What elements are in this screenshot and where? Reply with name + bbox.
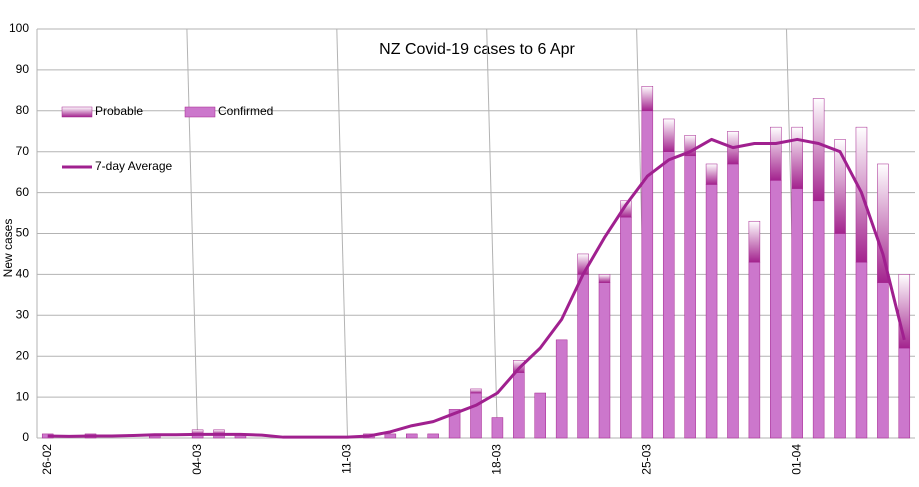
bar xyxy=(684,135,696,157)
bar xyxy=(791,126,803,189)
bar xyxy=(470,388,482,394)
bar xyxy=(470,392,482,439)
x-tick-label: 01-04 xyxy=(789,444,803,475)
y-tick-label: 30 xyxy=(16,307,30,321)
bar xyxy=(877,163,889,283)
bar xyxy=(727,163,739,439)
bar xyxy=(427,433,439,439)
bar xyxy=(641,86,654,112)
bar xyxy=(855,261,868,439)
bar xyxy=(491,417,504,439)
bar xyxy=(705,184,718,439)
x-tick-label: 11-03 xyxy=(340,444,354,474)
bar xyxy=(684,155,696,439)
bar xyxy=(898,347,911,439)
bar xyxy=(770,126,782,181)
bar xyxy=(534,392,546,439)
line xyxy=(47,137,906,439)
x-tick-label: 26-02 xyxy=(40,444,54,475)
y-tick-label: 90 xyxy=(16,62,30,76)
y-tick-label: 40 xyxy=(16,267,30,281)
y-tick-label: 0 xyxy=(22,430,29,444)
bar xyxy=(877,282,889,439)
y-tick-label: 50 xyxy=(16,226,30,240)
legend-label: Confirmed xyxy=(218,104,273,118)
bar xyxy=(770,180,782,439)
bar xyxy=(662,151,675,439)
y-tick-label: 10 xyxy=(16,389,30,403)
y-tick-label: 70 xyxy=(16,144,30,158)
y-tick-label: 100 xyxy=(9,21,29,35)
x-tick-label: 25-03 xyxy=(639,444,653,475)
bar xyxy=(898,274,911,349)
x-tick-label: 18-03 xyxy=(490,444,504,475)
bar xyxy=(577,253,589,275)
bar xyxy=(748,220,761,263)
bar xyxy=(620,200,632,218)
bar xyxy=(834,139,846,234)
chart-title: NZ Covid-19 cases to 6 Apr xyxy=(379,41,575,58)
bar xyxy=(384,433,397,439)
legend-swatch xyxy=(61,106,93,118)
bar xyxy=(598,274,611,283)
bar xyxy=(748,261,761,439)
grid-line-vertical xyxy=(186,28,199,439)
x-tick-label: 04-03 xyxy=(190,444,204,475)
legend-label: Probable xyxy=(95,104,143,118)
grid-line-vertical xyxy=(336,28,349,439)
y-tick-label: 60 xyxy=(16,185,30,199)
bar xyxy=(812,98,825,202)
bar xyxy=(705,163,718,185)
bar xyxy=(406,433,418,439)
y-axis-label: New cases xyxy=(1,219,15,278)
bar xyxy=(620,216,632,439)
bar xyxy=(555,339,568,439)
bar xyxy=(812,200,825,439)
grid-line-vertical xyxy=(486,28,498,439)
legend-swatch xyxy=(184,106,216,118)
bar xyxy=(662,118,675,152)
y-tick-label: 20 xyxy=(16,348,30,362)
legend-label: 7-day Average xyxy=(95,159,172,173)
bar xyxy=(598,282,611,439)
bar xyxy=(448,409,461,439)
bar xyxy=(513,372,525,439)
y-tick-label: 80 xyxy=(16,103,30,117)
bar xyxy=(791,188,803,439)
bar xyxy=(834,233,846,439)
bar xyxy=(641,110,654,439)
bar xyxy=(577,274,589,439)
